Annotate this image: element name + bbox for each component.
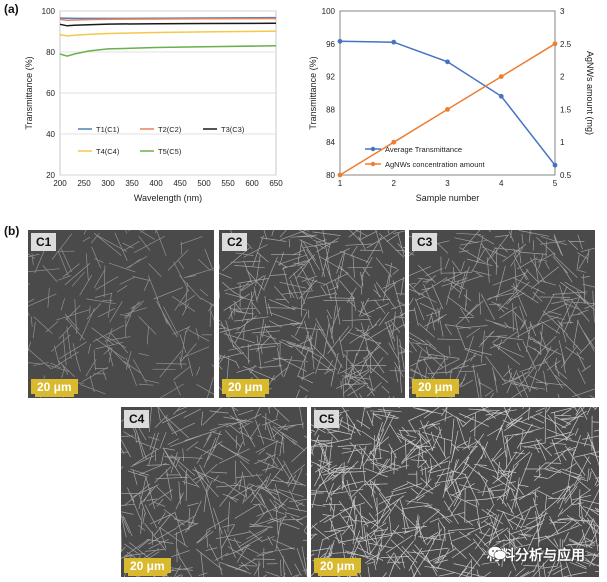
y2-tick-label: 2 [560,73,565,82]
y2-tick-label: 3 [560,7,565,16]
sem-label-c3: C3 [412,233,438,251]
watermark: 材料分析与应用 [487,545,585,565]
plot-frame [339,10,556,176]
data-point [498,93,504,99]
panel-b-label: (b) [4,224,20,238]
legend-marker [370,161,376,167]
y-tick-label: 80 [326,171,335,180]
data-point [391,139,397,145]
legend-entry: T5(C5) [158,147,182,156]
sem-label-c4: C4 [124,410,150,428]
data-point [445,59,450,65]
sem-label-c5: C5 [314,410,340,428]
legend-entry: T2(C2) [158,125,182,134]
series-line-5 [59,45,277,57]
y2-tick-label: 1.5 [560,105,572,114]
x-tick-label: 200 [53,179,67,188]
x-tick-label: 550 [221,179,235,188]
legend-entry: T1(C1) [96,125,120,134]
series-line-3 [59,22,277,27]
x-axis-label: Wavelength (nm) [134,193,202,203]
legend-entry: T3(C3) [221,125,245,134]
series-line-4 [59,30,277,37]
x-tick-label: 1 [338,179,343,188]
y2-tick-label: 0.5 [560,171,572,180]
nanowire-texture [409,230,595,398]
x-tick-label: 450 [173,179,187,188]
legend-entry: T4(C4) [96,147,120,156]
x-tick-label: 300 [101,179,115,188]
scale-bar-c2: 20 μm [222,379,269,397]
panel-a-label: (a) [4,2,19,16]
y-tick-label: 88 [326,105,335,114]
y2-axis-label: AgNWs amount (mg) [585,51,595,135]
x-tick-label: 400 [149,179,163,188]
scale-bar-c3: 20 μm [412,379,459,397]
data-point [552,162,558,168]
y2-tick-label: 1 [560,138,565,147]
x-tick-label: 2 [392,179,397,188]
sem-image-c4: C4 20 μm [121,407,307,577]
y-tick-label: 20 [46,171,55,180]
y-tick-label: 84 [326,138,335,147]
series-line-2 [59,17,277,22]
nanowire-texture [311,407,599,577]
nanowire-texture [121,407,307,577]
y-tick-label: 80 [46,48,55,57]
scale-bar-c4: 20 μm [124,558,171,576]
nanowire-texture [219,230,405,398]
x-axis-label: Sample number [416,193,480,203]
sem-label-c2: C2 [222,233,248,251]
sem-image-c3: C3 20 μm [409,230,595,398]
scale-bar-c5: 20 μm [314,558,361,576]
data-point [552,41,558,47]
y-tick-label: 92 [326,73,335,82]
y-tick-label: 100 [322,7,336,16]
x-tick-label: 500 [197,179,211,188]
y-tick-label: 60 [46,89,55,98]
x-tick-label: 5 [553,179,558,188]
data-point [391,39,397,45]
x-tick-label: 600 [245,179,259,188]
data-point [445,107,450,112]
scale-bar-c1: 20 μm [31,379,78,397]
x-tick-label: 350 [125,179,139,188]
sem-image-c1: C1 20 μm [28,230,214,398]
x-tick-label: 650 [269,179,283,188]
x-tick-label: 3 [445,179,450,188]
x-tick-label: 250 [77,179,91,188]
series-line-1 [59,16,277,20]
legend-entry: Average Transmittance [385,145,462,154]
data-point [337,172,343,178]
data-point [337,38,343,44]
legend-marker [370,146,376,152]
sem-image-c5: C5 20 μm 材料分析与应用 [311,407,599,577]
transmittance-vs-sample-chart: 80 84 88 92 96 100 0.5 1 1.5 2 2.5 3 1 2 3 4 5 Sample num… [308,7,595,203]
y-axis-label: Transmittance (%) [24,56,34,129]
transmittance-spectrum-chart: 20 40 60 80 100 200 250 300 350 400 450 500 550 600 65… [24,7,283,203]
sem-label-c1: C1 [31,233,57,251]
data-point [498,74,504,79]
nanowire-texture [28,230,214,398]
x-tick-label: 4 [499,179,504,188]
sem-image-c2: C2 20 μm [219,230,405,398]
wechat-icon [487,546,507,560]
y-tick-label: 40 [46,130,55,139]
y-tick-label: 100 [42,7,56,16]
legend-entry: AgNWs concentration amount [385,160,486,169]
y-axis-label: Transmittance (%) [308,56,318,129]
y-tick-label: 96 [326,40,335,49]
y2-tick-label: 2.5 [560,40,572,49]
